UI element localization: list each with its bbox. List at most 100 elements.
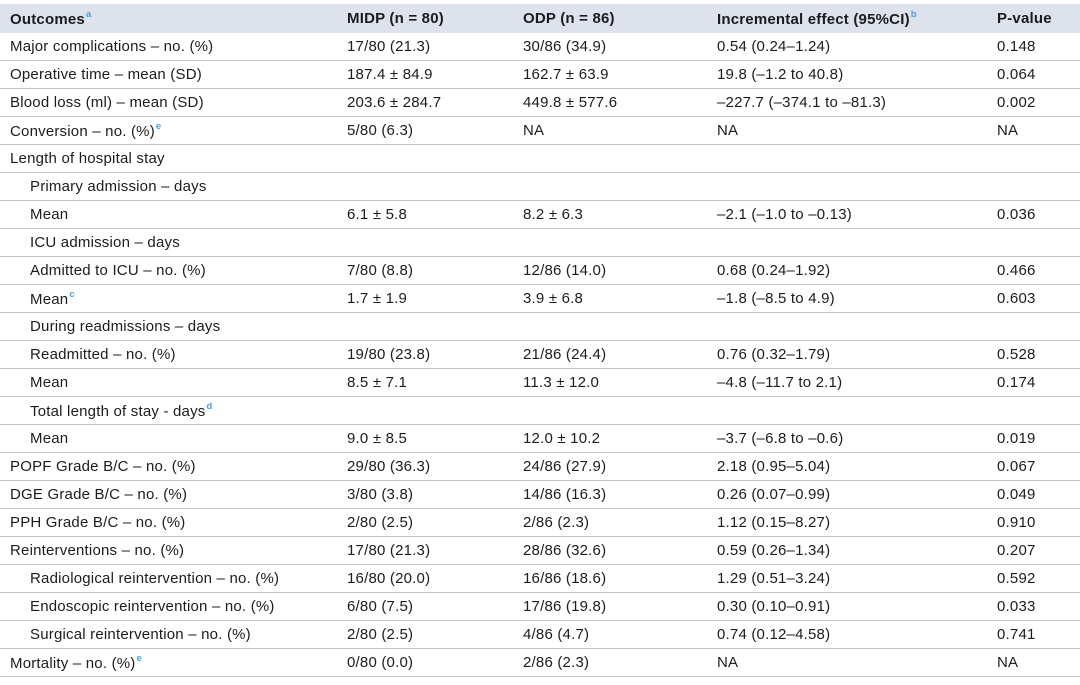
outcome-cell: Conversion – no. (%)e [0,122,347,140]
outcome-label: Mean [30,206,69,223]
table-row: DGE Grade B/C – no. (%) 3/80 (3.8) 14/86… [0,481,1080,509]
odp-value-cell: 28/86 (32.6) [523,542,607,559]
odp-value-cell: 16/86 (18.6) [523,570,607,587]
incremental-effect-cell: 0.68 (0.24–1.92) [717,262,831,279]
outcome-cell: Major complications – no. (%) [0,38,347,55]
odp-value-cell: 4/86 (4.7) [523,626,590,643]
incremental-effect-cell: 0.30 (0.10–0.91) [717,598,831,615]
incremental-effect-cell: 0.54 (0.24–1.24) [717,38,831,55]
outcome-label: Total length of stay - days [30,402,206,420]
pvalue-cell: 0.207 [997,542,1036,559]
footnote-marker-e: e [155,121,162,132]
odp-value-cell: 3.9 ± 6.8 [523,290,584,307]
header-odp: ODP (n = 86) [523,10,615,27]
outcome-cell: Mortality – no. (%)e [0,654,347,672]
outcome-label: POPF Grade B/C – no. (%) [10,458,196,475]
outcome-label: Mean [30,374,69,391]
header-outcomes-label: Outcomes [10,10,85,28]
odp-value-cell: 17/86 (19.8) [523,598,607,615]
pvalue-cell: 0.148 [997,38,1036,55]
incremental-effect-cell: 1.29 (0.51–3.24) [717,570,831,587]
table-row: Meanc 1.7 ± 1.9 3.9 ± 6.8 –1.8 (–8.5 to … [0,285,1080,313]
table-row: POPF Grade B/C – no. (%) 29/80 (36.3) 24… [0,453,1080,481]
midp-value-cell: 203.6 ± 284.7 [347,94,442,111]
header-incremental-label: Incremental effect (95%CI) [717,10,910,28]
outcome-label: During readmissions – days [30,318,221,335]
outcome-label: Major complications – no. (%) [10,38,214,55]
table-row: Primary admission – days [0,173,1080,201]
outcome-label: Reinterventions – no. (%) [10,542,185,559]
header-pvalue: P-value [997,10,1052,27]
table-row: Mean 6.1 ± 5.8 8.2 ± 6.3 –2.1 (–1.0 to –… [0,201,1080,229]
odp-value-cell: 21/86 (24.4) [523,346,607,363]
outcome-cell: Meanc [0,290,347,308]
outcome-cell: During readmissions – days [0,318,347,335]
odp-value-cell: 30/86 (34.9) [523,38,607,55]
outcome-label: Surgical reintervention – no. (%) [30,626,251,643]
midp-value-cell: 29/80 (36.3) [347,458,431,475]
pvalue-cell: 0.049 [997,486,1036,503]
midp-value-cell: 17/80 (21.3) [347,38,431,55]
odp-value-cell: 2/86 (2.3) [523,514,590,531]
table-row: PPH Grade B/C – no. (%) 2/80 (2.5) 2/86 … [0,509,1080,537]
pvalue-cell: 0.466 [997,262,1036,279]
table-row: Mean 8.5 ± 7.1 11.3 ± 12.0 –4.8 (–11.7 t… [0,369,1080,397]
table-row: Admitted to ICU – no. (%) 7/80 (8.8) 12/… [0,257,1080,285]
odp-value-cell: 12.0 ± 10.2 [523,430,601,447]
incremental-effect-cell: 2.18 (0.95–5.04) [717,458,831,475]
midp-value-cell: 7/80 (8.8) [347,262,414,279]
pvalue-cell: NA [997,122,1019,139]
midp-value-cell: 6/80 (7.5) [347,598,414,615]
incremental-effect-cell: –3.7 (–6.8 to –0.6) [717,430,844,447]
midp-value-cell: 2/80 (2.5) [347,626,414,643]
table-body: Major complications – no. (%) 17/80 (21.… [0,33,1080,677]
table-row: Surgical reintervention – no. (%) 2/80 (… [0,621,1080,649]
header-incremental-effect: Incremental effect (95%CI)b [717,10,997,28]
incremental-effect-cell: 0.76 (0.32–1.79) [717,346,831,363]
table-row: Reinterventions – no. (%) 17/80 (21.3) 2… [0,537,1080,565]
midp-value-cell: 3/80 (3.8) [347,486,414,503]
table-header: Outcomesa MIDP (n = 80) ODP (n = 86) Inc… [0,4,1080,33]
pvalue-cell: NA [997,654,1019,671]
outcome-cell: PPH Grade B/C – no. (%) [0,514,347,531]
outcome-label: Operative time – mean (SD) [10,66,202,83]
midp-value-cell: 0/80 (0.0) [347,654,414,671]
table-row: During readmissions – days [0,313,1080,341]
footnote-marker-b: b [910,9,917,20]
table-row: Length of hospital stay [0,145,1080,173]
outcome-label: Endoscopic reintervention – no. (%) [30,598,275,615]
outcome-label: Length of hospital stay [10,150,165,167]
outcome-label: Admitted to ICU – no. (%) [30,262,206,279]
table-row: Blood loss (ml) – mean (SD) 203.6 ± 284.… [0,89,1080,117]
outcome-label: Mortality – no. (%) [10,654,136,672]
odp-value-cell: NA [523,122,545,139]
outcome-cell: POPF Grade B/C – no. (%) [0,458,347,475]
footnote-marker-d: d [206,401,213,412]
table-row: Endoscopic reintervention – no. (%) 6/80… [0,593,1080,621]
odp-value-cell: 11.3 ± 12.0 [523,374,600,391]
pvalue-cell: 0.002 [997,94,1036,111]
pvalue-cell: 0.064 [997,66,1036,83]
outcome-label: Blood loss (ml) – mean (SD) [10,94,204,111]
table-row: Mean 9.0 ± 8.5 12.0 ± 10.2 –3.7 (–6.8 to… [0,425,1080,453]
incremental-effect-cell: NA [717,122,739,139]
outcome-cell: Mean [0,374,347,391]
odp-value-cell: 12/86 (14.0) [523,262,607,279]
incremental-effect-cell: –4.8 (–11.7 to 2.1) [717,374,843,391]
incremental-effect-cell: 0.74 (0.12–4.58) [717,626,831,643]
table-row: Operative time – mean (SD) 187.4 ± 84.9 … [0,61,1080,89]
outcome-label: ICU admission – days [30,234,180,251]
outcome-label: PPH Grade B/C – no. (%) [10,514,186,531]
table-row: Major complications – no. (%) 17/80 (21.… [0,33,1080,61]
outcome-cell: Admitted to ICU – no. (%) [0,262,347,279]
table-row: Total length of stay - daysd [0,397,1080,425]
footnote-marker-a: a [85,9,92,20]
table-row: ICU admission – days [0,229,1080,257]
incremental-effect-cell: –227.7 (–374.1 to –81.3) [717,94,887,111]
outcome-cell: ICU admission – days [0,234,347,251]
outcome-cell: Total length of stay - daysd [0,402,347,420]
outcome-cell: Blood loss (ml) – mean (SD) [0,94,347,111]
outcome-cell: Readmitted – no. (%) [0,346,347,363]
midp-value-cell: 17/80 (21.3) [347,542,431,559]
outcome-cell: Radiological reintervention – no. (%) [0,570,347,587]
